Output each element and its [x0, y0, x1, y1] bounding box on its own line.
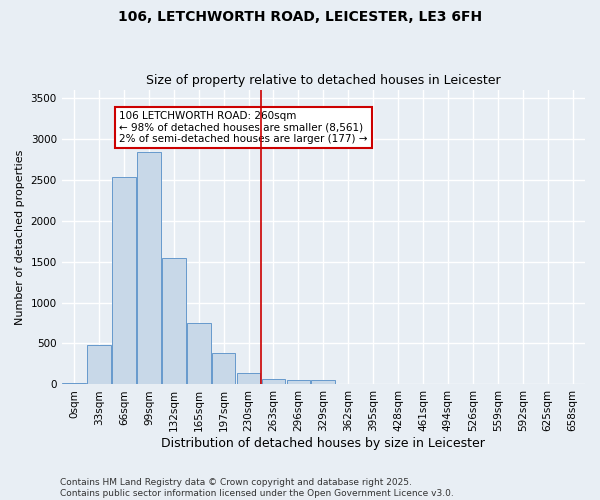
Bar: [212, 352, 235, 384]
Bar: [137, 152, 161, 384]
X-axis label: Distribution of detached houses by size in Leicester: Distribution of detached houses by size …: [161, 437, 485, 450]
Y-axis label: Number of detached properties: Number of detached properties: [15, 150, 25, 324]
Bar: [237, 373, 260, 384]
Bar: [87, 345, 111, 385]
Bar: [187, 323, 211, 384]
Title: Size of property relative to detached houses in Leicester: Size of property relative to detached ho…: [146, 74, 500, 87]
Bar: [287, 380, 310, 384]
Bar: [262, 378, 286, 384]
Text: Contains HM Land Registry data © Crown copyright and database right 2025.
Contai: Contains HM Land Registry data © Crown c…: [60, 478, 454, 498]
Bar: [62, 383, 86, 384]
Bar: [162, 258, 185, 384]
Text: 106, LETCHWORTH ROAD, LEICESTER, LE3 6FH: 106, LETCHWORTH ROAD, LEICESTER, LE3 6FH: [118, 10, 482, 24]
Bar: [311, 380, 335, 384]
Bar: [112, 177, 136, 384]
Text: 106 LETCHWORTH ROAD: 260sqm
← 98% of detached houses are smaller (8,561)
2% of s: 106 LETCHWORTH ROAD: 260sqm ← 98% of det…: [119, 111, 367, 144]
